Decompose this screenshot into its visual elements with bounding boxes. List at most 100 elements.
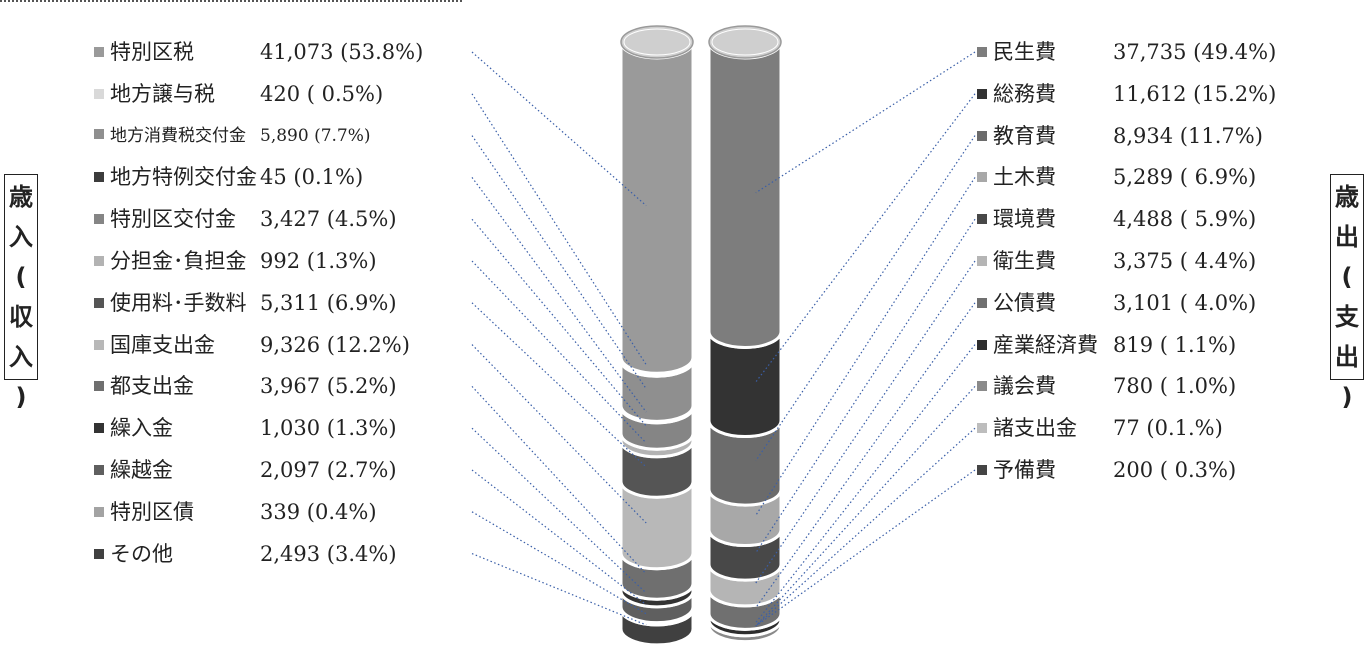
legend-value: 3,967 — [260, 374, 321, 399]
legend-value: 9,326 — [260, 332, 321, 357]
expenditure-leader-line-4 — [755, 218, 976, 554]
legend-value: 37,735 — [1113, 40, 1187, 64]
legend-label: 都支出金 — [110, 374, 194, 399]
title-char: ) — [1341, 383, 1353, 411]
revenue-legend-row: 繰越金 2,097 (2.7%) — [94, 455, 397, 485]
legend-label: 特別区債 — [110, 499, 194, 524]
title-char: 支 — [1335, 303, 1359, 331]
top-dotted-rule — [0, 0, 462, 2]
expenditure-legend-row: 土木費 5,289 ( 6.9%) — [977, 162, 1256, 192]
title-char: 出 — [1335, 223, 1359, 251]
legend-value: 45 — [260, 165, 287, 190]
legend-share: ( 6.9%) — [1173, 165, 1257, 190]
revenue-side-title: 歳入(収入) — [4, 174, 38, 411]
title-char: ) — [15, 383, 27, 411]
expenditure-segment-0 — [707, 41, 783, 349]
legend-swatch — [94, 256, 104, 266]
expenditure-leader-line-10 — [755, 469, 976, 627]
legend-share: (15.2%) — [1186, 81, 1277, 106]
revenue-legend-row: 特別区債 339 (0.4%) — [94, 497, 377, 527]
revenue-leader-line-8 — [471, 385, 647, 575]
legend-share: (1.3%) — [300, 249, 377, 273]
expenditure-leader-line-5 — [755, 260, 976, 584]
legend-swatch — [94, 128, 104, 139]
revenue-legend-row: 分担金･負担金 992 (1.3%) — [94, 246, 377, 276]
expenditure-legend-row: 諸支出金 77 (0.1.%) — [977, 413, 1223, 443]
expenditure-leader-line-7 — [755, 344, 976, 623]
revenue-title-text: 歳入(収入) — [5, 177, 37, 417]
expenditure-leader-line-2 — [755, 135, 976, 462]
legend-value: 420 — [260, 81, 301, 106]
legend-swatch — [977, 339, 987, 350]
legend-swatch — [977, 172, 987, 183]
legend-swatch — [94, 381, 104, 392]
revenue-leader-line-7 — [471, 344, 647, 524]
legend-swatch — [977, 130, 987, 141]
legend-swatch — [94, 339, 104, 350]
legend-share: (49.4%) — [1186, 40, 1277, 64]
legend-label: 予備費 — [993, 458, 1056, 482]
legend-label: 繰入金 — [110, 416, 173, 441]
revenue-leader-line-2 — [471, 135, 647, 390]
legend-swatch — [94, 214, 104, 225]
revenue-leader-line-11 — [471, 511, 647, 615]
legend-value: 339 — [260, 499, 301, 524]
legend-share: ( 4.0%) — [1173, 290, 1257, 315]
legend-swatch — [977, 214, 987, 225]
title-char: 歳 — [1335, 183, 1359, 211]
legend-value: 780 — [1113, 374, 1154, 399]
expenditure-legend-row: 予備費 200 ( 0.3%) — [977, 455, 1236, 485]
title-char: 歳 — [9, 183, 33, 211]
legend-label: 総務費 — [993, 81, 1056, 106]
title-char: ( — [15, 263, 27, 291]
legend-share: ( 1.0%) — [1153, 374, 1237, 399]
expenditure-leader-line-9 — [755, 427, 976, 627]
revenue-leader-line-3 — [471, 177, 647, 413]
revenue-legend-row: 国庫支出金 9,326 (12.2%) — [94, 330, 410, 360]
legend-label: 国庫支出金 — [110, 332, 215, 357]
expenditure-legend-row: 教育費 8,934 (11.7%) — [977, 121, 1263, 151]
legend-label: 地方消費税交付金 — [110, 125, 246, 146]
legend-value: 5,890 — [260, 125, 309, 146]
legend-value: 3,101 — [1113, 290, 1174, 315]
legend-share: (4.5%) — [320, 207, 397, 232]
legend-value: 8,934 — [1113, 123, 1174, 148]
legend-value: 4,488 — [1113, 207, 1174, 232]
legend-swatch — [94, 47, 104, 57]
legend-swatch — [977, 47, 987, 57]
legend-label: 民生費 — [993, 40, 1056, 64]
expenditure-legend-row: 公債費 3,101 ( 4.0%) — [977, 288, 1256, 318]
title-char: 入 — [9, 223, 33, 251]
legend-share: (1.3%) — [320, 416, 397, 441]
revenue-legend-row: 都支出金 3,967 (5.2%) — [94, 371, 397, 401]
legend-label: 環境費 — [993, 207, 1056, 232]
legend-label: 地方譲与税 — [110, 81, 215, 106]
legend-label: 繰越金 — [110, 458, 173, 482]
legend-value: 3,375 — [1113, 249, 1174, 273]
legend-swatch — [94, 548, 104, 559]
legend-value: 992 — [260, 249, 301, 273]
legend-share: (12.2%) — [320, 332, 410, 357]
legend-share: (2.7%) — [320, 458, 397, 482]
legend-label: 特別区交付金 — [110, 207, 236, 232]
legend-share: ( 0.5%) — [300, 81, 384, 106]
expenditure-legend-row: 議会費 780 ( 1.0%) — [977, 371, 1236, 401]
expenditure-leader-line-8 — [755, 385, 976, 627]
legend-label: 衛生費 — [993, 249, 1056, 273]
revenue-segment-0 — [619, 41, 695, 375]
revenue-legend-row: 地方消費税交付金 5,890 (7.7%) — [94, 121, 371, 151]
legend-value: 2,097 — [260, 458, 321, 482]
legend-value: 5,311 — [260, 290, 321, 315]
legend-swatch — [94, 88, 104, 99]
expenditure-leader-line-1 — [755, 93, 976, 383]
revenue-legend-row: 使用料･手数料 5,311 (6.9%) — [94, 288, 397, 318]
revenue-leader-line-10 — [471, 469, 647, 606]
expenditure-legend-row: 総務費 11,612 (15.2%) — [977, 79, 1276, 109]
legend-swatch — [977, 256, 987, 266]
legend-share: (0.4%) — [300, 499, 377, 524]
revenue-legend-row: 地方譲与税 420 ( 0.5%) — [94, 79, 383, 109]
legend-share: (0.1%) — [286, 165, 364, 190]
revenue-leader-line-1 — [471, 93, 647, 366]
revenue-legend-row: 特別区税 41,073 (53.8%) — [94, 37, 423, 67]
